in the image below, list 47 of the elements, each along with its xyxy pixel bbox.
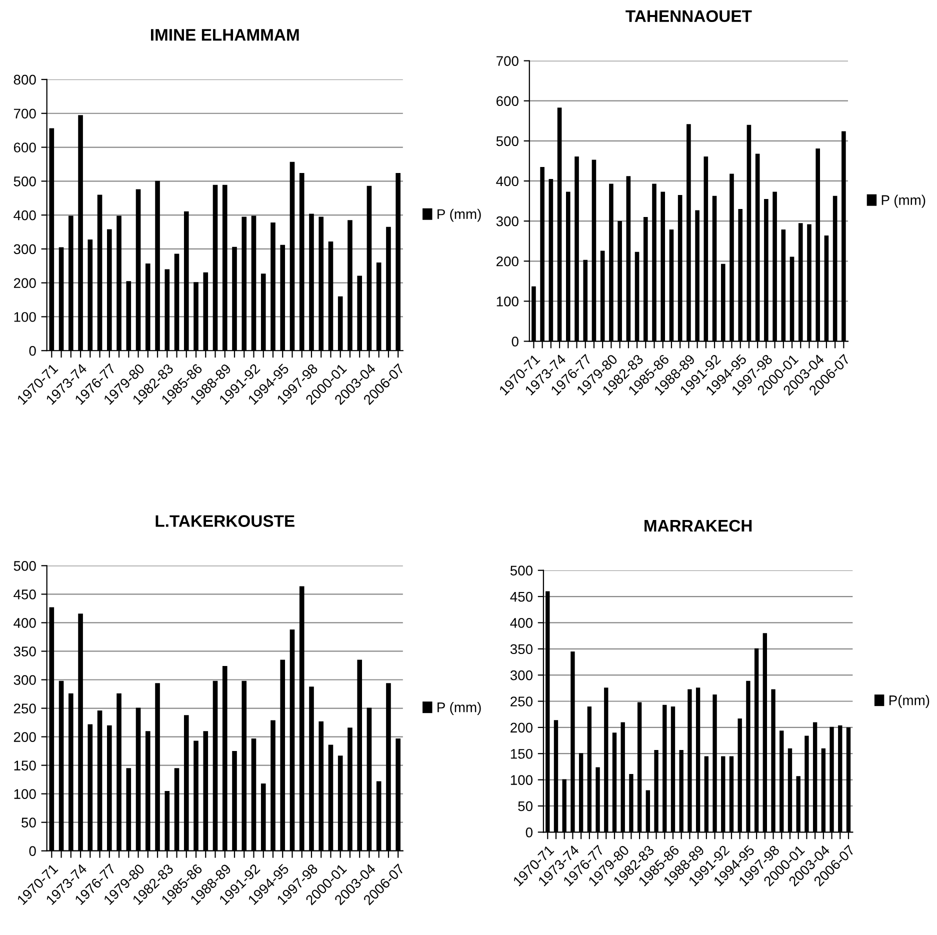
y-tick-label: 200 (510, 722, 532, 733)
y-tick-label: 100 (14, 312, 36, 322)
y-tick-label: 50 (22, 818, 36, 828)
y-tick-label: 100 (496, 296, 518, 306)
y-tick-label: 400 (496, 176, 518, 186)
y-tick-label: 100 (510, 775, 532, 785)
y-tick-label: 250 (510, 696, 532, 706)
y-tick-label: 400 (510, 618, 532, 628)
y-tick-label: 700 (496, 56, 518, 66)
chart-title: L.TAKERKOUSTE (156, 515, 294, 527)
y-tick-label: 400 (14, 618, 36, 628)
y-tick-label: 450 (510, 592, 532, 602)
y-tick-label: 200 (14, 278, 36, 288)
y-tick-label: 500 (14, 176, 36, 186)
y-tick-label: 300 (510, 670, 532, 680)
y-tick-label: 200 (14, 732, 36, 742)
chart-title: IMINE ELHAMMAM (151, 29, 299, 41)
y-tick-label: 300 (14, 675, 36, 685)
y-tick-label: 350 (14, 646, 36, 656)
y-tick-label: 600 (14, 142, 36, 152)
y-tick-label: 100 (14, 789, 36, 799)
chart-title: MARRAKECH (644, 520, 752, 532)
y-tick-label: 150 (510, 748, 532, 759)
y-tick-label: 400 (14, 210, 36, 220)
y-tick-label: 300 (14, 244, 36, 254)
y-tick-label: 350 (510, 644, 532, 654)
legend-label: P (mm) (438, 702, 481, 715)
y-tick-label: 50 (518, 801, 532, 812)
y-tick-label: 500 (510, 566, 532, 576)
y-tick-label: 500 (496, 136, 518, 146)
chart-title: TAHENNAOUET (626, 10, 752, 22)
y-tick-label: 450 (14, 590, 36, 600)
y-tick-label: 0 (512, 336, 518, 346)
y-tick-label: 600 (496, 96, 518, 106)
legend-label: P (mm) (882, 194, 926, 208)
y-tick-label: 500 (14, 561, 36, 571)
y-tick-label: 800 (14, 74, 36, 85)
y-tick-label: 0 (29, 346, 36, 356)
y-tick-label: 200 (496, 256, 518, 266)
y-tick-label: 250 (14, 704, 36, 714)
legend-label: P (mm) (438, 208, 481, 222)
y-tick-label: 0 (526, 827, 532, 838)
y-tick-label: 150 (14, 760, 36, 770)
y-tick-label: 300 (496, 216, 518, 226)
legend-label: P(mm) (889, 695, 930, 708)
y-tick-label: 0 (29, 846, 36, 856)
y-tick-label: 700 (14, 108, 36, 119)
